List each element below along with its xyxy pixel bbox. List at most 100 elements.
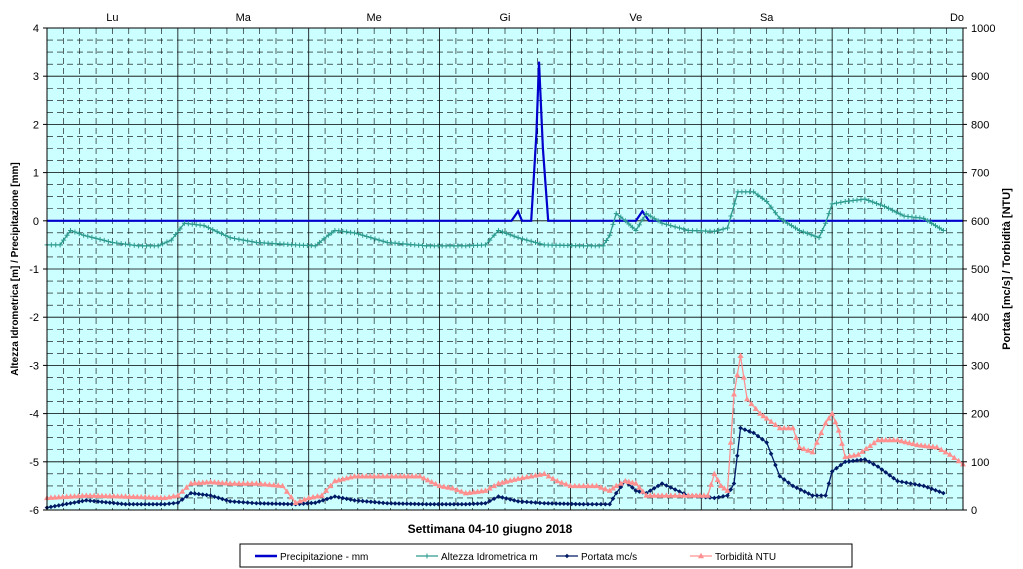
series-point (161, 494, 168, 501)
series-point (131, 242, 137, 248)
series-point (589, 482, 596, 489)
series-point (663, 492, 670, 498)
series-point (613, 490, 619, 496)
series-point (528, 473, 535, 479)
series-point (312, 243, 318, 249)
series-point (899, 479, 905, 485)
series-point (528, 238, 534, 244)
series-point (174, 492, 181, 498)
series-point (704, 492, 711, 498)
series-point (812, 233, 818, 239)
series-point (922, 442, 929, 449)
series-point (111, 500, 117, 506)
series-point (285, 501, 291, 507)
series-point (157, 494, 164, 501)
series-point (895, 478, 900, 484)
series-point (99, 499, 105, 505)
series-point (318, 492, 325, 498)
series-point (76, 499, 81, 505)
series-point (694, 228, 700, 234)
series-point (720, 226, 726, 232)
series-point (479, 501, 484, 506)
series-point (721, 485, 728, 491)
series-point (785, 220, 791, 226)
series-point (301, 501, 306, 506)
series-point (921, 483, 927, 489)
series-point (327, 482, 334, 489)
series-point (210, 227, 216, 233)
series-point (175, 500, 181, 506)
series-point (707, 228, 713, 234)
series-point (168, 237, 174, 243)
series-point (825, 415, 832, 421)
series-point (681, 226, 687, 232)
series-point (486, 485, 493, 491)
series-point (507, 497, 513, 502)
series-point (503, 230, 509, 236)
series-point (597, 484, 604, 490)
series-point (576, 482, 583, 489)
series-point (545, 473, 552, 479)
series-point (200, 492, 206, 497)
series-point (447, 501, 453, 507)
day-label: Ve (629, 12, 642, 24)
series-point (149, 494, 156, 500)
series-point (796, 227, 802, 233)
series-point (60, 502, 66, 507)
series-point (257, 480, 264, 487)
series-point (613, 482, 620, 489)
series-point (244, 480, 251, 486)
series-point (858, 457, 864, 463)
series-point (482, 242, 488, 248)
series-point (279, 482, 286, 489)
series-point (714, 476, 721, 483)
series-point (325, 232, 331, 238)
series-point (523, 473, 530, 480)
series-point (223, 233, 229, 239)
series-point (416, 501, 421, 507)
series-point (68, 227, 74, 233)
series-point (700, 492, 707, 498)
series-point (122, 493, 129, 499)
series-point (384, 473, 391, 479)
series-point (355, 473, 362, 479)
y-left-tick-label: 4 (33, 23, 39, 35)
series-point (554, 477, 561, 484)
series-point (204, 492, 209, 498)
series-point (842, 459, 848, 465)
series-point (751, 189, 757, 195)
series-point (567, 482, 574, 489)
series-point (810, 493, 815, 498)
series-point (487, 498, 493, 504)
legend-item: Precipitazione - mm (255, 552, 368, 563)
series-point (887, 472, 893, 478)
series-point (487, 237, 493, 243)
series-point (748, 400, 755, 407)
series-point (471, 501, 476, 507)
series-point (772, 210, 778, 216)
series-point (155, 243, 161, 249)
series-point (793, 225, 799, 231)
series-point (166, 493, 173, 500)
series-point (75, 492, 82, 499)
series-point (850, 458, 856, 464)
series-point (324, 496, 330, 502)
series-point (938, 446, 945, 452)
series-point (376, 237, 382, 243)
series-point (643, 211, 649, 217)
series-point (708, 481, 715, 487)
series-point (940, 227, 946, 233)
series-point (757, 410, 764, 416)
series-point (725, 493, 730, 498)
series-point (160, 241, 166, 247)
series-point (768, 204, 774, 210)
series-point (164, 239, 170, 245)
series-point (672, 224, 678, 230)
series-point (716, 494, 722, 500)
series-point (289, 501, 295, 507)
series-point (659, 492, 666, 498)
series-point (356, 498, 361, 504)
series-4 (44, 352, 966, 505)
series-point (134, 501, 140, 507)
series-point (822, 420, 829, 426)
